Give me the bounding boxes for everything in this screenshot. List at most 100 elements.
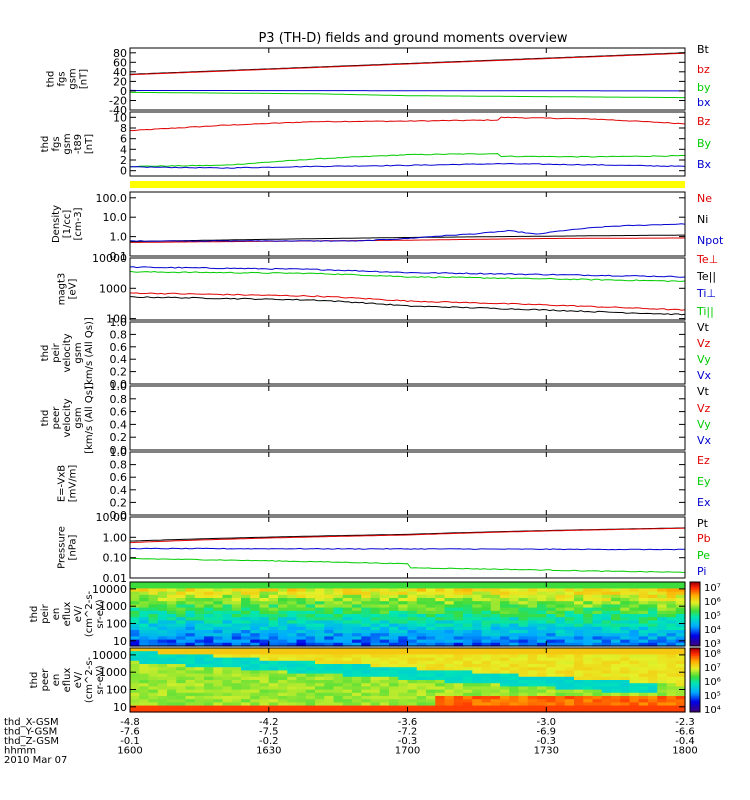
spectrogram-cell [537, 617, 547, 621]
spectrogram-cell [638, 705, 649, 710]
spectrogram-cell [416, 636, 427, 641]
spectrogram-cell [287, 601, 298, 605]
spectrogram-cell [379, 601, 390, 605]
spectrogram-cell [601, 601, 612, 605]
spectrogram-cell [564, 689, 575, 694]
spectrogram-cell [555, 598, 566, 602]
spectrogram-cell [324, 664, 335, 668]
spectrogram-cell [213, 660, 224, 665]
spectrogram-cell [537, 636, 547, 641]
spectrogram-cell [231, 591, 242, 596]
colorbar-segment [690, 582, 700, 585]
spectrogram-cell [157, 610, 168, 615]
spectrogram-cell [444, 664, 455, 668]
spectrogram-cell [157, 607, 168, 612]
spectrogram-cell [620, 636, 631, 641]
spectrogram-cell [638, 702, 649, 707]
spectrogram-cell [490, 598, 501, 602]
spectrogram-cell [287, 683, 298, 687]
spectrogram-cell [241, 670, 251, 675]
spectrogram-cell [444, 601, 455, 605]
spectrogram-cell [176, 630, 187, 634]
spectrogram-cell [259, 630, 270, 634]
spectrogram-cell [379, 633, 390, 637]
spectrogram-cell [157, 623, 168, 628]
spectrogram-cell [472, 626, 483, 631]
spectrogram-cell [157, 673, 168, 678]
spectrogram-cell [361, 696, 372, 700]
spectrogram-cell [250, 708, 261, 713]
spectrogram-cell [407, 689, 418, 694]
spectrogram-cell [342, 630, 353, 634]
spectrogram-cell [481, 588, 492, 593]
spectrogram-cell [592, 601, 603, 605]
spectrogram-cell [315, 633, 325, 637]
spectrogram-cell [194, 708, 205, 713]
spectrogram-cell [518, 676, 529, 681]
spectrogram-cell [481, 636, 492, 641]
spectrogram-cell [472, 673, 483, 678]
spectrogram-cell [139, 598, 150, 602]
spectrogram-cell [444, 626, 455, 631]
spectrogram-cell [648, 657, 658, 662]
spectrogram-cell [296, 585, 307, 589]
spectrogram-cell [527, 623, 538, 628]
spectrogram-cell [241, 601, 251, 605]
spectrogram-cell [296, 633, 307, 637]
spectrogram-cell [287, 617, 298, 621]
spectrogram-cell [231, 601, 242, 605]
spectrogram-cell [611, 636, 621, 641]
spectrogram-cell [379, 702, 390, 707]
spectrogram-cell [472, 639, 483, 644]
spectrogram-cell [583, 660, 594, 665]
spectrogram-cell [194, 654, 205, 659]
spectrogram-cell [241, 594, 251, 599]
spectrogram-cell [592, 620, 603, 625]
spectrogram-cell [537, 601, 547, 605]
spectrogram-cell [389, 585, 399, 589]
spectrogram-cell [148, 598, 159, 602]
spectrogram-cell [666, 601, 677, 605]
spectrogram-cell [361, 705, 372, 710]
spectrogram-cell [453, 657, 464, 662]
spectrogram-cell [666, 654, 677, 659]
spectrogram-cell [379, 582, 390, 586]
spectrogram-cell [287, 620, 298, 625]
spectrogram-cell [333, 683, 344, 687]
spectrogram-cell [416, 607, 427, 612]
y-tick-label: 100 [106, 313, 127, 326]
spectrogram-cell [638, 651, 649, 655]
spectrogram-cell [204, 604, 214, 609]
spectrogram-cell [426, 689, 436, 694]
spectrogram-cell [463, 633, 473, 637]
spectrogram-cell [231, 626, 242, 631]
spectrogram-cell [629, 585, 640, 589]
spectrogram-cell [648, 633, 658, 637]
spectrogram-cell [657, 585, 668, 589]
spectrogram-cell [435, 610, 446, 615]
spectrogram-cell [296, 610, 307, 615]
spectrogram-cell [629, 633, 640, 637]
spectrogram-cell [231, 667, 242, 671]
spectrogram-cell [490, 667, 501, 671]
spectrogram-cell [583, 696, 594, 700]
spectrogram-cell [444, 686, 455, 691]
spectrogram-cell [648, 648, 658, 652]
spectrogram-cell [167, 588, 177, 593]
spectrogram-cell [490, 680, 501, 684]
spectrogram-cell [490, 630, 501, 634]
spectrogram-cell [342, 582, 353, 586]
spectrogram-cell [213, 692, 224, 697]
spectrogram-cell [648, 630, 658, 634]
spectrogram-cell [601, 648, 612, 652]
spectrogram-cell [500, 696, 510, 700]
spectrogram-cell [287, 630, 298, 634]
spectrogram-cell [620, 702, 631, 707]
spectrogram-cell [537, 598, 547, 602]
spectrogram-cell [287, 598, 298, 602]
spectrogram-cell [583, 680, 594, 684]
spectrogram-cell [324, 585, 335, 589]
spectrogram-cell [241, 686, 251, 691]
spectrogram-cell [416, 601, 427, 605]
spectrogram-cell [453, 594, 464, 599]
